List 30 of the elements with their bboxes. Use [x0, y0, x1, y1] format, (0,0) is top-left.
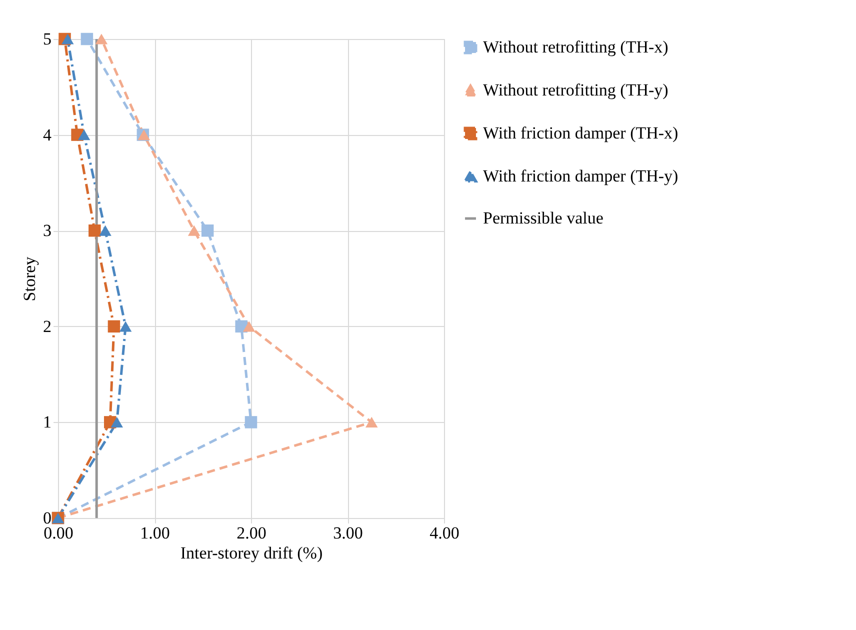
point	[244, 416, 258, 428]
x-axis-title: Inter-storey drift (%)	[180, 544, 323, 562]
point	[62, 34, 74, 44]
y-tick-label: 4	[43, 125, 52, 144]
y-axis-title: Storey	[20, 256, 39, 302]
y-tick-label: 3	[43, 221, 52, 240]
point	[366, 416, 378, 428]
x-tick-label: 1.00	[140, 524, 170, 542]
point	[99, 225, 112, 236]
point	[119, 321, 132, 332]
y-tick-label: 5	[43, 30, 52, 48]
x-tick-label: 2.00	[236, 524, 266, 542]
point	[78, 129, 90, 140]
point	[110, 416, 123, 428]
y-tick-label: 1	[43, 412, 52, 432]
legend-label: Permissible value	[483, 208, 604, 228]
point	[95, 34, 108, 44]
point	[88, 224, 101, 237]
point	[80, 32, 94, 46]
legend-label: Without retrofitting (TH-x)	[483, 38, 668, 56]
point	[108, 320, 120, 333]
legend-label: With friction damper (TH-y)	[483, 166, 678, 186]
x-tick-label: 4.00	[430, 524, 460, 542]
y-tick-label: 2	[43, 316, 52, 336]
point	[242, 321, 256, 332]
legend-label: Without retrofitting (TH-y)	[483, 80, 668, 100]
legend-label: With friction damper (TH-x)	[483, 124, 678, 142]
x-tick-label: 3.00	[333, 524, 363, 542]
point	[201, 224, 214, 237]
point	[188, 225, 200, 236]
